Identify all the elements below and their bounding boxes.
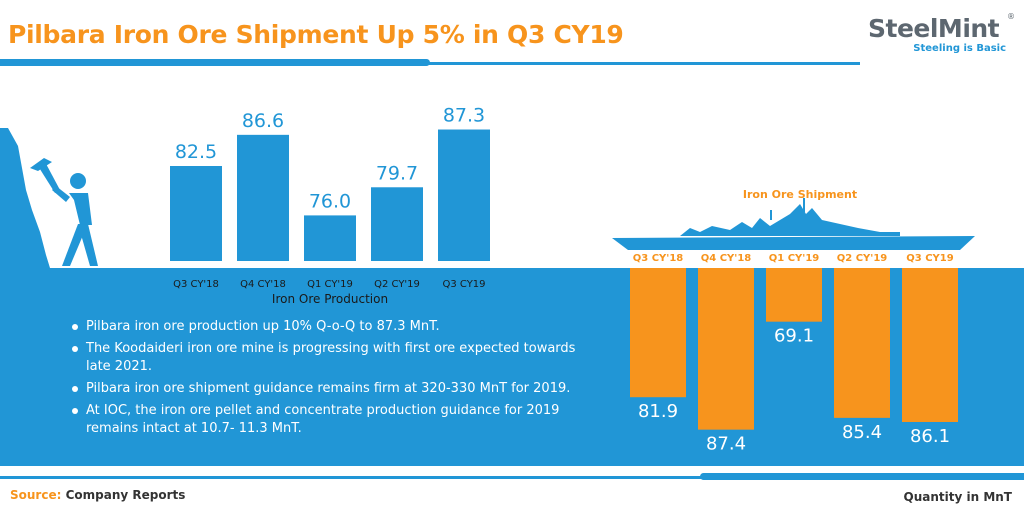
page-title: Pilbara Iron Ore Shipment Up 5% in Q3 CY… xyxy=(8,20,624,49)
shipment-value-label: 86.1 xyxy=(910,426,950,447)
production-bar xyxy=(237,134,289,261)
production-category-label: Q1 CY'19 xyxy=(307,279,353,290)
shipment-category-label: Q1 CY'19 xyxy=(769,253,820,264)
logo-wordmark: SteelMint xyxy=(868,14,1000,43)
shipment-bar xyxy=(630,268,686,398)
cliff-rock xyxy=(0,128,50,268)
steelmint-logo: SteelMint ® Steeling is Basic xyxy=(868,12,1018,60)
production-bar xyxy=(371,187,423,261)
shipment-bar xyxy=(766,268,822,322)
production-value-label: 87.3 xyxy=(443,105,485,127)
shipment-value-label: 69.1 xyxy=(774,326,814,347)
title-underline xyxy=(0,62,860,65)
shipment-chart: 81.9 Q3 CY'18 87.4 Q4 CY'18 69.1 Q1 CY'19 85.4… xyxy=(630,253,958,455)
shipment-bar xyxy=(834,268,890,418)
source-value: Company Reports xyxy=(65,488,186,502)
shipment-value-label: 87.4 xyxy=(706,434,746,455)
production-category-label: Q4 CY'18 xyxy=(240,279,286,290)
shipment-value-label: 85.4 xyxy=(842,422,882,443)
production-bar xyxy=(170,166,222,261)
footer-rule-accent xyxy=(700,473,1024,480)
production-value-label: 76.0 xyxy=(309,190,351,212)
title-underline-accent xyxy=(0,59,430,66)
shipment-category-label: Q3 CY19 xyxy=(906,253,953,264)
production-category-label: Q3 CY'18 xyxy=(173,279,219,290)
production-axis-label: Iron Ore Production xyxy=(271,292,389,306)
shipment-category-label: Q4 CY'18 xyxy=(701,253,752,264)
shipment-bar xyxy=(698,268,754,430)
source-note: Source: Company Reports xyxy=(10,488,185,502)
production-chart: 82.5 Q3 CY'18 86.6 Q4 CY'18 76.0 Q1 CY'19 79.7… xyxy=(170,105,490,290)
shipment-bar xyxy=(902,268,958,422)
production-value-label: 79.7 xyxy=(376,162,418,184)
bullet-item: At IOC, the iron ore pellet and concentr… xyxy=(70,402,590,438)
production-bar xyxy=(304,215,356,261)
shipment-chart-title: Iron Ore Shipment xyxy=(742,188,858,201)
production-bar xyxy=(438,129,490,261)
unit-note: Quantity in MnT xyxy=(903,490,1012,504)
logo-tagline: Steeling is Basic xyxy=(913,43,1006,54)
footer-rule xyxy=(0,476,1024,479)
bullet-item: Pilbara iron ore shipment guidance remai… xyxy=(70,380,590,398)
bullet-item: Pilbara iron ore production up 10% Q-o-Q… xyxy=(70,318,590,336)
cargo-ship-silhouette xyxy=(612,198,975,250)
source-label: Source: xyxy=(10,488,62,502)
logo-registered-mark: ® xyxy=(1007,12,1015,21)
shipment-category-label: Q2 CY'19 xyxy=(837,253,888,264)
miner-with-pickaxe-illustration xyxy=(30,158,98,266)
production-value-label: 86.6 xyxy=(242,110,284,132)
shipment-value-label: 81.9 xyxy=(638,401,678,422)
bullet-item: The Koodaideri iron ore mine is progress… xyxy=(70,340,590,376)
production-value-label: 82.5 xyxy=(175,141,217,163)
shipment-category-label: Q3 CY'18 xyxy=(633,253,684,264)
production-category-label: Q2 CY'19 xyxy=(374,279,420,290)
production-category-label: Q3 CY19 xyxy=(442,279,485,290)
bullet-list: Pilbara iron ore production up 10% Q-o-Q… xyxy=(70,318,590,442)
